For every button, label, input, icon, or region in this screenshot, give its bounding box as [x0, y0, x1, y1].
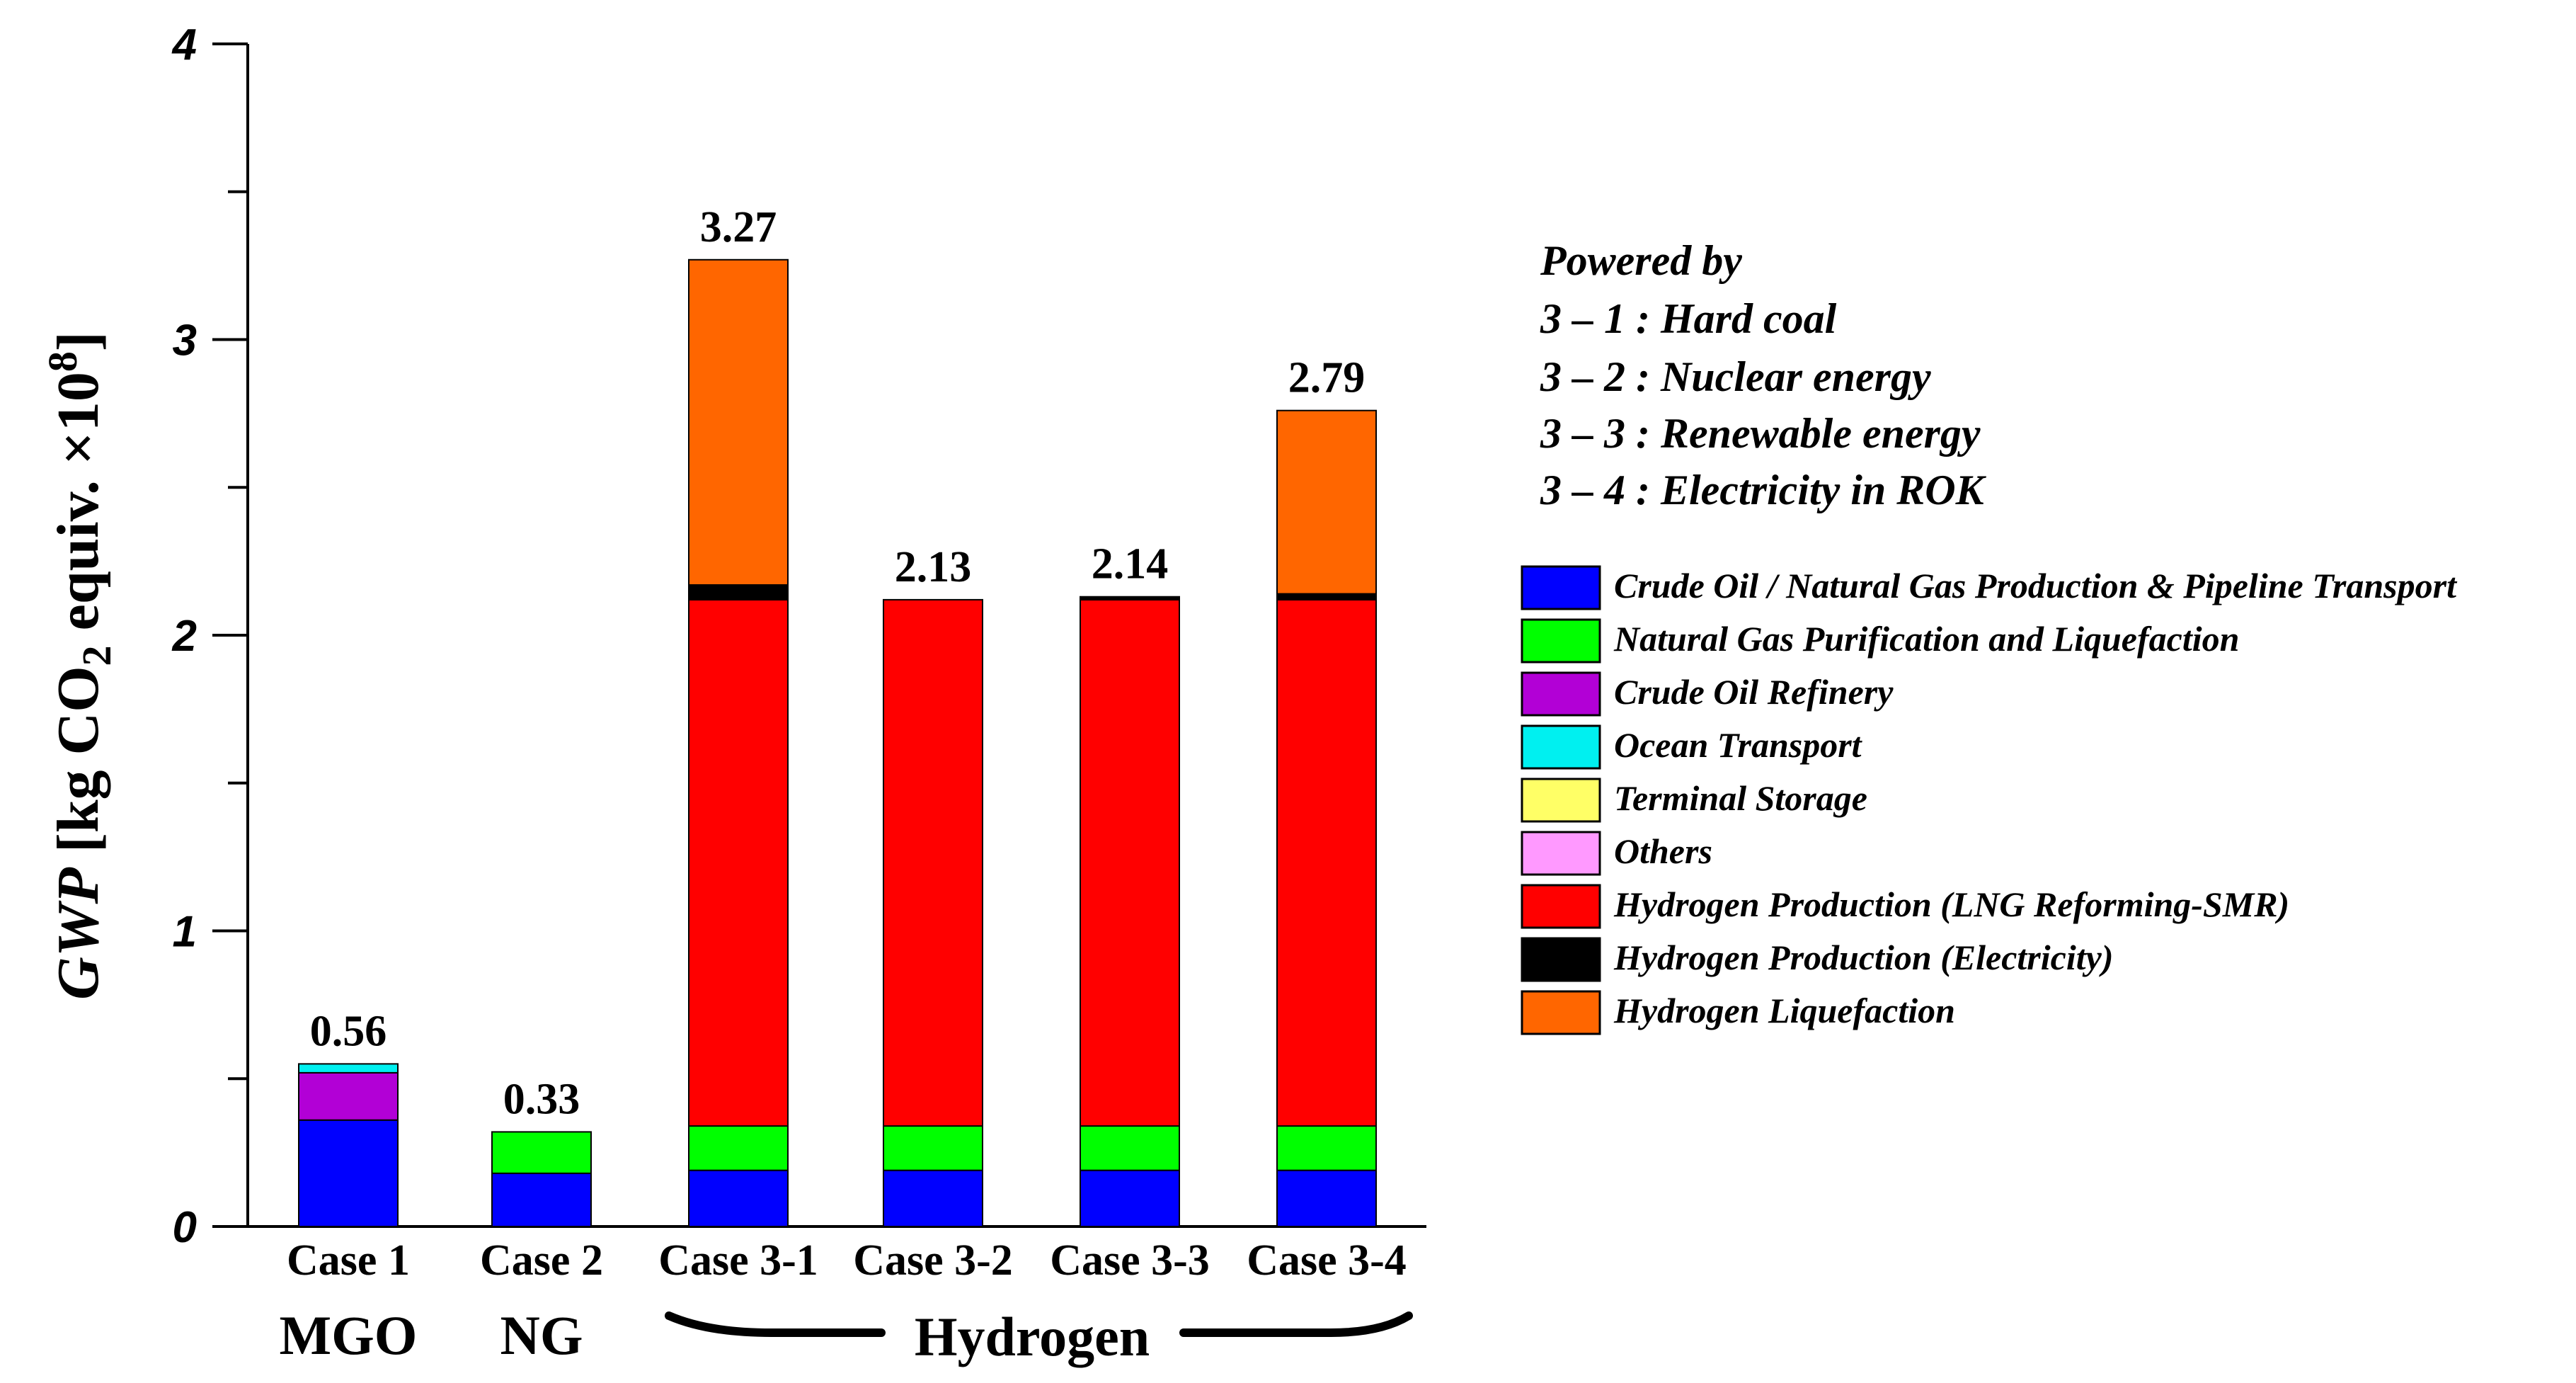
y-axis-title-italic: GWP — [45, 867, 111, 999]
powered-by-line-1: 3 – 1 : Hard coal — [1540, 295, 1837, 342]
bar-total-label: 2.13 — [895, 543, 972, 591]
bar-segment — [1080, 1125, 1180, 1171]
group-label-mgo: MGO — [280, 1304, 418, 1366]
legend-label: Terminal Storage — [1614, 778, 1867, 818]
bar-stack — [1080, 596, 1180, 1228]
y-tick-label: 3 — [173, 317, 197, 365]
bar-segment — [1080, 598, 1180, 1127]
y-tick-label: 2 — [172, 612, 197, 661]
legend-label: Ocean Transport — [1614, 725, 1863, 765]
legend-swatch — [1521, 618, 1601, 664]
y-axis-title-sup: 8 — [40, 351, 86, 372]
bar-segment — [298, 1119, 399, 1227]
y-axis-title-sub: 2 — [74, 645, 120, 666]
x-axis-labels: Case 1 Case 2 Case 3-1 Case 3-2 Case 3-3 Case… — [287, 1236, 1407, 1285]
bar-total-label: 0.33 — [503, 1075, 580, 1123]
bar-total-label: 2.14 — [1092, 540, 1169, 588]
bar-segment — [883, 1125, 983, 1171]
legend-swatch — [1521, 937, 1601, 982]
bar-total-label: 2.79 — [1288, 354, 1366, 402]
legend-swatch — [1521, 671, 1601, 717]
x-tick-label: Case 2 — [480, 1236, 603, 1285]
legend-label: Crude Oil / Natural Gas Production & Pip… — [1614, 566, 2458, 605]
y-tick-label: 0 — [173, 1203, 197, 1252]
legend-swatch — [1521, 565, 1601, 610]
bar-segment — [1276, 598, 1377, 1127]
x-tick-label: Case 3-2 — [853, 1236, 1013, 1285]
legend-swatch — [1521, 778, 1601, 823]
bar-segment — [1276, 1169, 1377, 1228]
powered-by-line-2: 3 – 2 : Nuclear energy — [1540, 353, 1931, 400]
legend-swatch — [1521, 724, 1601, 770]
legend: Crude Oil / Natural Gas Production & Pip… — [1521, 565, 2458, 1035]
bar-segment — [1276, 1125, 1377, 1171]
legend-label: Crude Oil Refinery — [1614, 672, 1894, 712]
bar-segment — [883, 1169, 983, 1228]
bar-segment — [688, 584, 789, 601]
legend-swatch — [1521, 884, 1601, 929]
bar-segment — [298, 1071, 399, 1121]
bar-segment — [688, 598, 789, 1127]
legend-label: Hydrogen Liquefaction — [1613, 991, 1955, 1030]
bar-segment — [883, 598, 983, 1127]
bar-stack — [688, 258, 789, 1228]
x-tick-label: Case 3-3 — [1050, 1236, 1210, 1285]
bar-stack — [298, 1063, 399, 1227]
powered-by-title: Powered by — [1540, 237, 1742, 284]
legend-label: Others — [1614, 831, 1712, 871]
bar-segment — [298, 1063, 399, 1074]
bar-segment — [1276, 409, 1377, 595]
y-axis-title-mid: equiv. ×10 — [45, 372, 111, 645]
bar-segment — [491, 1172, 592, 1227]
group-label-hydrogen: Hydrogen — [915, 1306, 1150, 1367]
legend-swatch — [1521, 990, 1601, 1035]
group-label-ng: NG — [500, 1304, 583, 1366]
x-tick-label: Case 3-1 — [658, 1236, 818, 1285]
axes: 0 1 2 3 4 — [171, 21, 1426, 1252]
legend-swatch — [1521, 831, 1601, 876]
powered-by-line-3: 3 – 3 : Renewable energy — [1540, 410, 1981, 457]
bars: 0.56 0.33 3.27 2.13 2.14 2.79 — [298, 203, 1377, 1228]
bar-segment — [688, 1125, 789, 1171]
y-tick-label: 1 — [173, 908, 197, 957]
legend-label: Natural Gas Purification and Liquefactio… — [1613, 619, 2239, 659]
bar-stack — [491, 1131, 592, 1227]
bar-stack — [883, 598, 983, 1228]
legend-label: Hydrogen Production (Electricity) — [1613, 938, 2113, 977]
powered-by-annotation: Powered by 3 – 1 : Hard coal 3 – 2 : Nuc… — [1540, 237, 1987, 513]
x-tick-label: Case 3-4 — [1247, 1236, 1407, 1285]
bar-segment — [1080, 596, 1180, 601]
bar-stack — [1276, 409, 1377, 1228]
x-tick-label: Case 1 — [287, 1236, 410, 1285]
bar-segment — [688, 258, 789, 586]
bar-segment — [491, 1131, 592, 1174]
bar-total-label: 0.56 — [310, 1007, 387, 1055]
y-tick-label: 4 — [171, 21, 197, 69]
legend-label: Hydrogen Production (LNG Reforming-SMR) — [1613, 884, 2289, 924]
powered-by-line-4: 3 – 4 : Electricity in ROK — [1540, 467, 1987, 513]
bar-total-label: 3.27 — [700, 203, 777, 251]
hydrogen-brace-right — [1179, 1311, 1413, 1337]
y-axis-title: GWP [kg CO2 equiv. ×108] — [40, 331, 120, 1000]
hydrogen-brace-left — [665, 1311, 886, 1337]
y-axis-title-post: ] — [45, 331, 111, 351]
bar-segment — [1276, 593, 1377, 601]
bar-segment — [688, 1169, 789, 1228]
bar-segment — [1080, 1169, 1180, 1228]
y-axis-title-pre: [kg CO — [45, 666, 111, 867]
